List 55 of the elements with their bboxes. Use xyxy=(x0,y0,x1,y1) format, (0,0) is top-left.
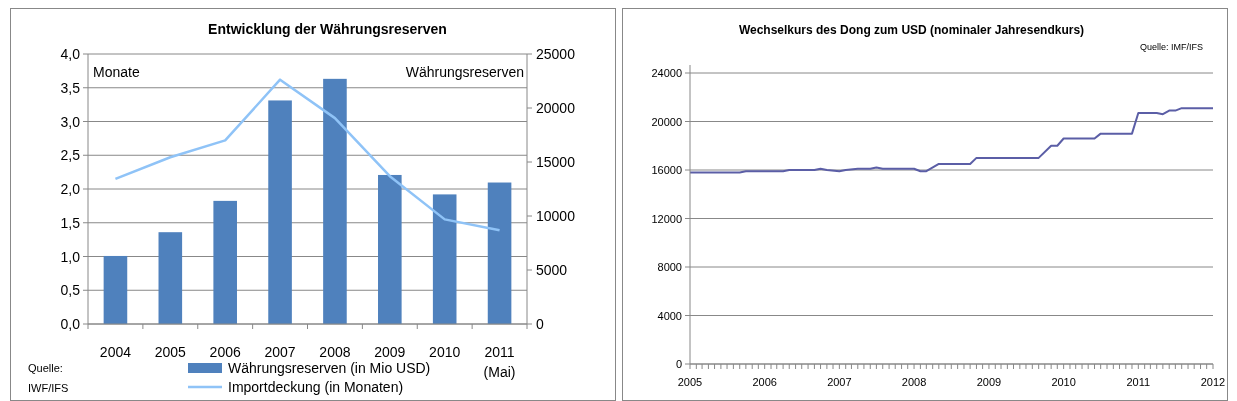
bar xyxy=(268,100,292,324)
y-tick-label: 0 xyxy=(675,358,682,370)
x-tick-label: 2006 xyxy=(209,344,241,360)
x-tick-label: 2010 xyxy=(1051,376,1076,388)
y-tick-label: 1,0 xyxy=(60,248,81,265)
bar xyxy=(378,174,402,324)
y2-tick-label: 5000 xyxy=(536,262,568,278)
x-tick-label: 2012 xyxy=(1200,376,1226,388)
x-tick-label: 2011 (Mai) xyxy=(483,344,516,380)
y-tick-label: 0,0 xyxy=(60,316,81,332)
y-tick-label: 2,5 xyxy=(60,147,81,164)
y-tick-label: 24000 xyxy=(651,67,682,79)
y-tick-label: 2,0 xyxy=(60,181,81,197)
x-tick-label: 2009 xyxy=(374,344,406,360)
bar xyxy=(432,194,457,324)
bar xyxy=(487,182,512,324)
x-tick-label: 2007 xyxy=(827,376,852,388)
bar xyxy=(158,232,183,324)
x-tick-label: 2010 xyxy=(429,344,461,360)
y2-tick-label: 20000 xyxy=(536,100,576,116)
y-tick-label: 4000 xyxy=(657,309,682,322)
y2-tick-label: 10000 xyxy=(536,208,576,224)
x-tick-label: 2008 xyxy=(901,376,927,388)
y2-tick-label: 25000 xyxy=(536,46,576,62)
x-tick-label: 2004 xyxy=(99,344,132,360)
x-tick-label: 2005 xyxy=(154,344,187,360)
y2-tick-label: 0 xyxy=(536,316,544,332)
chart-title: Entwicklung der Währungsreserven xyxy=(208,21,447,37)
x-tick-label: 2005 xyxy=(677,376,703,388)
y-tick-label: 4,0 xyxy=(60,46,81,62)
y-tick-label: 20000 xyxy=(651,115,682,128)
source-note: Quelle: IMF/IFS xyxy=(1139,42,1203,52)
x-tick-label: 2006 xyxy=(752,376,777,388)
y-tick-label: 8000 xyxy=(657,261,682,273)
x-tick-label: 2011 xyxy=(1126,376,1151,388)
bar xyxy=(103,255,128,324)
y-tick-label: 3,0 xyxy=(60,113,81,130)
x-tick-label: 2009 xyxy=(976,376,1002,388)
y-tick-label: 1,5 xyxy=(60,214,81,231)
y-tick-label: 3,5 xyxy=(60,79,81,96)
legend-label: Währungsreserven (in Mio USD) xyxy=(228,360,431,376)
y2-axis-title: Währungsreserven xyxy=(405,64,524,80)
line-series xyxy=(114,78,501,232)
x-tick-label: 2008 xyxy=(319,344,351,360)
y-tick-label: 0,5 xyxy=(60,282,81,299)
chart-title: Wechselkurs des Dong zum USD (nominaler Jahresendkurs) xyxy=(738,23,1085,37)
y-tick-label: 12000 xyxy=(651,212,682,225)
source-note: Quelle: IWF/IFS xyxy=(28,362,69,394)
y-tick-label: 16000 xyxy=(651,164,682,176)
y-axis-title: Monate xyxy=(93,64,140,80)
x-tick-label: 2007 xyxy=(264,344,296,360)
bar xyxy=(213,200,237,324)
bar xyxy=(323,78,347,324)
y2-tick-label: 15000 xyxy=(536,154,576,170)
legend-label: Importdeckung (in Monaten) xyxy=(228,379,404,395)
